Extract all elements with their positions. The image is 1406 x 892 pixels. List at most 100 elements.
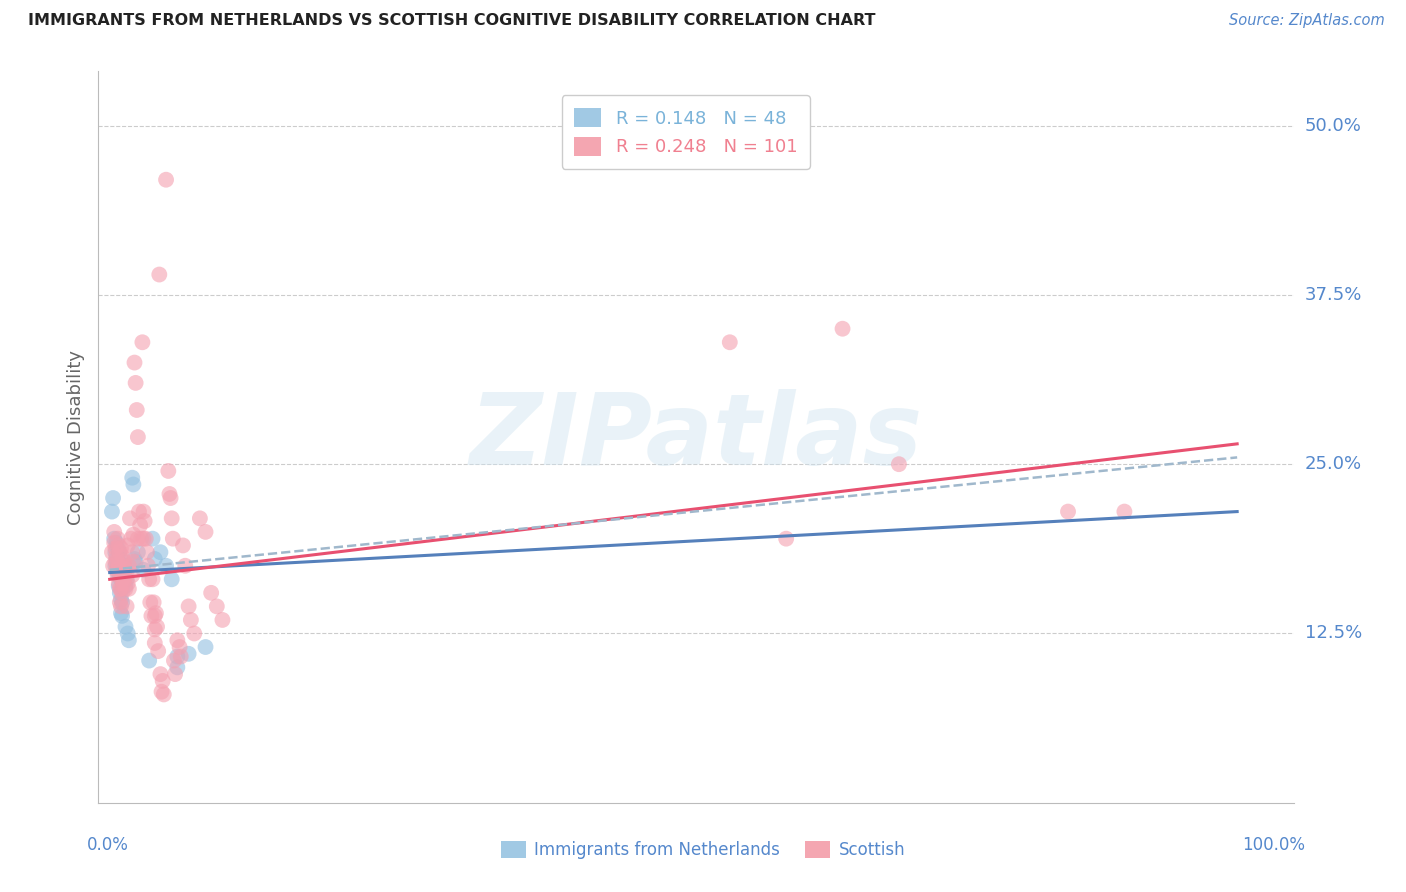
Text: 25.0%: 25.0%: [1305, 455, 1362, 473]
Point: [107, 558, 129, 573]
Point: [104, 545, 127, 559]
Point: [107, 566, 129, 580]
Point: [163, 654, 186, 668]
Point: [107, 545, 129, 559]
Point: [117, 576, 139, 591]
Point: [103, 532, 125, 546]
Point: [177, 599, 200, 614]
Point: [115, 572, 138, 586]
Point: [111, 608, 134, 623]
Point: [132, 563, 155, 577]
Point: [132, 505, 155, 519]
Text: 50.0%: 50.0%: [1305, 117, 1361, 135]
Point: [188, 511, 211, 525]
Point: [142, 595, 165, 609]
Point: [101, 545, 124, 559]
Point: [107, 576, 129, 591]
Point: [149, 667, 172, 681]
Point: [172, 538, 194, 552]
Point: [117, 538, 139, 552]
Point: [180, 613, 202, 627]
Point: [205, 599, 228, 614]
Point: [174, 558, 197, 573]
Point: [887, 457, 910, 471]
Point: [135, 545, 157, 559]
Point: [107, 538, 129, 552]
Point: [107, 579, 129, 593]
Point: [157, 464, 180, 478]
Point: [200, 586, 222, 600]
Point: [110, 558, 132, 573]
Text: IMMIGRANTS FROM NETHERLANDS VS SCOTTISH COGNITIVE DISABILITY CORRELATION CHART: IMMIGRANTS FROM NETHERLANDS VS SCOTTISH …: [28, 13, 876, 29]
Point: [101, 558, 124, 573]
Point: [131, 335, 153, 350]
Point: [145, 606, 167, 620]
Point: [128, 505, 150, 519]
Point: [111, 586, 134, 600]
Point: [112, 576, 135, 591]
Point: [162, 532, 184, 546]
Point: [121, 545, 143, 559]
Point: [141, 532, 163, 546]
Point: [110, 563, 132, 577]
Point: [141, 608, 163, 623]
Point: [121, 568, 143, 582]
Point: [105, 535, 128, 549]
Point: [194, 640, 217, 654]
Point: [115, 568, 138, 582]
Point: [108, 545, 131, 559]
Text: Source: ZipAtlas.com: Source: ZipAtlas.com: [1229, 13, 1385, 29]
Point: [160, 572, 183, 586]
Point: [107, 558, 129, 573]
Point: [143, 608, 166, 623]
Y-axis label: Cognitive Disability: Cognitive Disability: [66, 350, 84, 524]
Point: [129, 532, 152, 546]
Point: [183, 626, 205, 640]
Point: [110, 582, 132, 596]
Point: [160, 511, 183, 525]
Point: [122, 477, 145, 491]
Point: [105, 552, 128, 566]
Point: [143, 636, 166, 650]
Point: [127, 430, 149, 444]
Point: [138, 572, 160, 586]
Point: [1114, 505, 1136, 519]
Point: [138, 654, 160, 668]
Point: [107, 532, 129, 546]
Point: [108, 566, 131, 580]
Point: [121, 471, 143, 485]
Point: [177, 647, 200, 661]
Text: 37.5%: 37.5%: [1305, 285, 1362, 304]
Point: [111, 595, 134, 609]
Legend: Immigrants from Netherlands, Scottish: Immigrants from Netherlands, Scottish: [495, 834, 911, 866]
Point: [132, 532, 155, 546]
Point: [104, 541, 127, 556]
Point: [107, 555, 129, 569]
Text: ZIPatlas: ZIPatlas: [470, 389, 922, 485]
Point: [111, 566, 134, 580]
Point: [112, 576, 135, 591]
Point: [111, 549, 134, 564]
Point: [127, 532, 149, 546]
Point: [166, 649, 188, 664]
Point: [139, 595, 162, 609]
Point: [149, 545, 172, 559]
Point: [107, 541, 129, 556]
Point: [118, 511, 141, 525]
Point: [118, 582, 141, 596]
Point: [114, 620, 136, 634]
Legend: R = 0.148   N = 48, R = 0.248   N = 101: R = 0.148 N = 48, R = 0.248 N = 101: [561, 95, 810, 169]
Point: [166, 660, 188, 674]
Point: [118, 558, 141, 573]
Point: [153, 688, 176, 702]
Point: [148, 268, 170, 282]
Point: [124, 555, 146, 569]
Point: [194, 524, 217, 539]
Point: [155, 558, 177, 573]
Point: [108, 582, 131, 596]
Point: [105, 549, 128, 564]
Point: [141, 572, 163, 586]
Point: [122, 555, 145, 569]
Point: [101, 505, 124, 519]
Point: [143, 623, 166, 637]
